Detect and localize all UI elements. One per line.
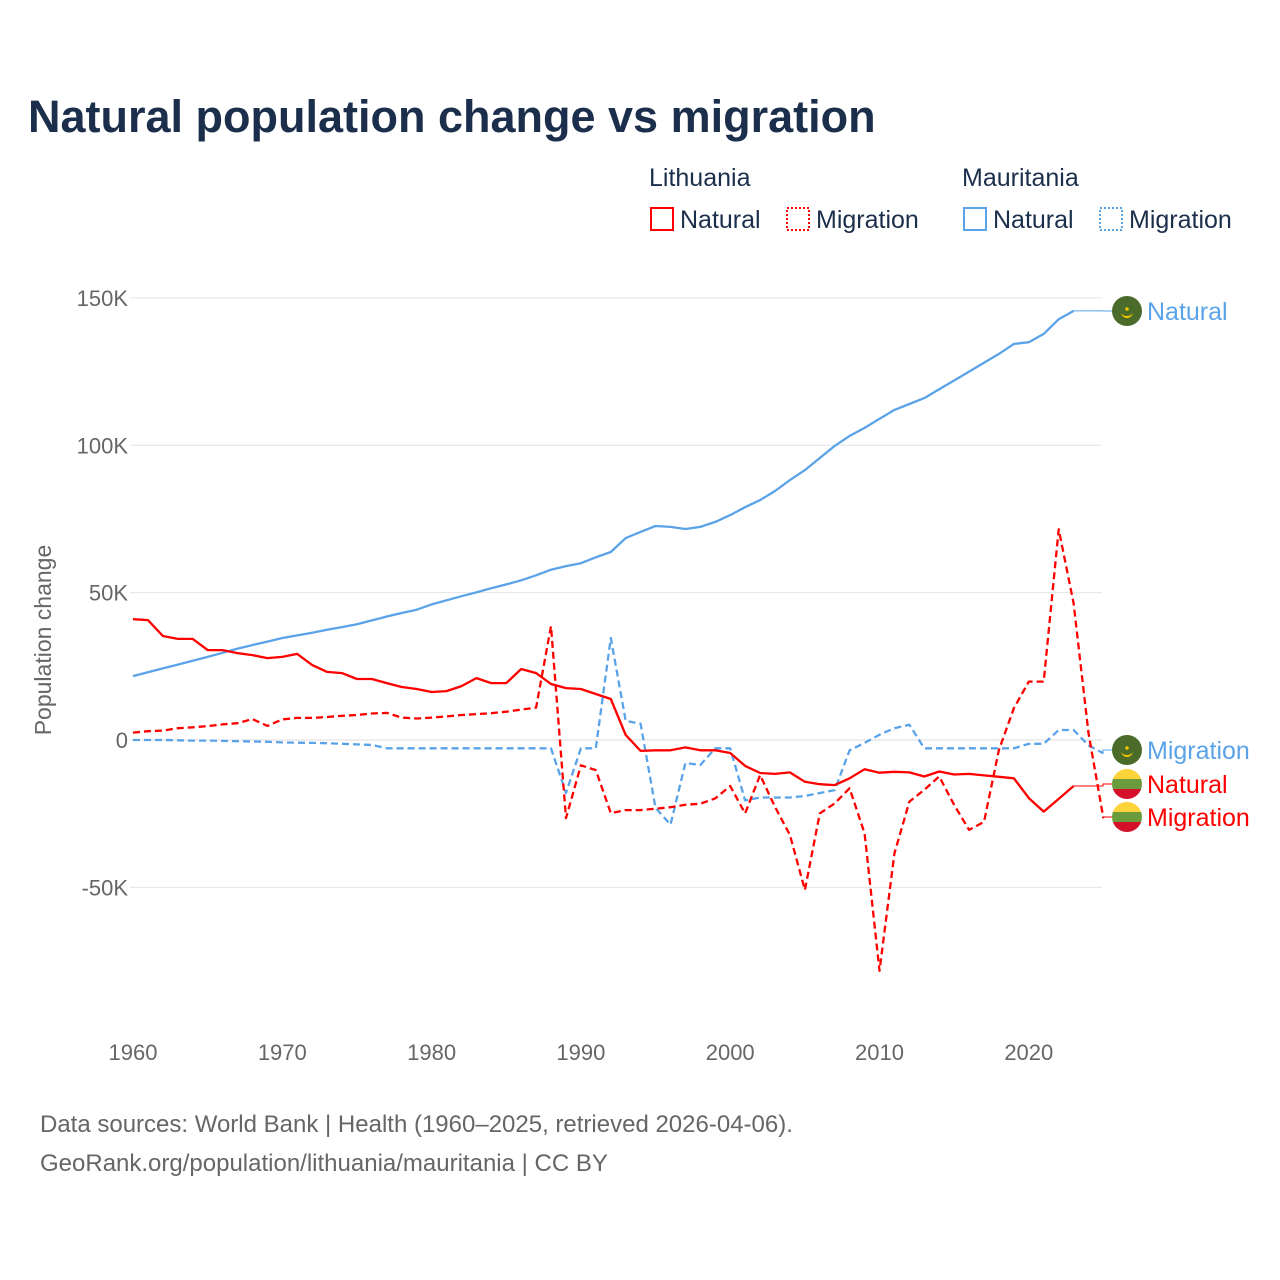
x-tick-label: 2000 <box>706 1040 755 1065</box>
legend-group-title-mauritania: Mauritania <box>962 164 1079 192</box>
x-tick-label: 1990 <box>556 1040 605 1065</box>
y-axis-label: Population change <box>30 545 56 736</box>
end-label-lithuania-natural: Natural <box>1147 771 1228 799</box>
y-tick-label: 100K <box>77 433 129 458</box>
series-line-mauritania-natural[interactable] <box>132 309 1075 678</box>
y-tick-label: 0 <box>116 728 128 753</box>
x-tick-label: 2020 <box>1004 1040 1053 1065</box>
end-label-connector <box>1102 816 1112 819</box>
legend: Lithuania Natural Migration Mauritania N… <box>649 164 1232 234</box>
legend-label-lithuania-migration[interactable]: Migration <box>816 206 919 234</box>
y-tick-label: -50K <box>82 875 129 900</box>
x-tick-label: 1980 <box>407 1040 456 1065</box>
end-label-mauritania-migration: Migration <box>1147 737 1250 765</box>
x-tick-label: 1970 <box>258 1040 307 1065</box>
legend-group-title-lithuania: Lithuania <box>649 164 751 192</box>
end-label-mauritania-natural: Natural <box>1147 298 1228 326</box>
mauritania-flag-icon <box>1112 735 1142 765</box>
mauritania-flag-icon <box>1112 296 1142 326</box>
end-label-connector <box>1102 749 1112 754</box>
gridlines <box>130 297 1102 888</box>
legend-swatch-mauritania-natural <box>963 207 987 231</box>
lithuania-flag-icon <box>1112 802 1142 832</box>
lithuania-flag-icon <box>1112 769 1142 799</box>
x-tick-label: 2010 <box>855 1040 904 1065</box>
legend-label-mauritania-natural[interactable]: Natural <box>993 206 1074 234</box>
legend-swatch-lithuania-natural <box>650 207 674 231</box>
series-line-mauritania-migration[interactable] <box>133 636 1104 826</box>
end-label-lithuania-migration: Migration <box>1147 804 1250 832</box>
y-tick-label: 50K <box>89 581 128 606</box>
footer-sources: Data sources: World Bank | Health (1960–… <box>40 1111 793 1138</box>
series-line-lithuania-migration[interactable] <box>132 528 1105 972</box>
end-labels: Natural Migration Natural Migration <box>1073 296 1250 832</box>
legend-swatch-lithuania-migration <box>786 207 810 231</box>
legend-label-lithuania-natural[interactable]: Natural <box>680 206 761 234</box>
x-tick-label: 1960 <box>109 1040 158 1065</box>
y-tick-label: 150K <box>77 286 129 311</box>
legend-label-mauritania-migration[interactable]: Migration <box>1129 206 1232 234</box>
series-line-lithuania-natural[interactable] <box>132 618 1075 813</box>
x-axis-ticks: 1960 1970 1980 1990 2000 2010 2020 <box>109 1040 1054 1065</box>
footer-link[interactable]: GeoRank.org/population/lithuania/maurita… <box>40 1150 608 1177</box>
y-axis-ticks: 150K 100K 50K 0 -50K <box>77 286 129 900</box>
chart-title: Natural population change vs migration <box>28 91 876 142</box>
end-label-connector <box>1073 783 1112 787</box>
series-lines <box>132 309 1105 972</box>
legend-swatch-mauritania-migration <box>1099 207 1123 231</box>
